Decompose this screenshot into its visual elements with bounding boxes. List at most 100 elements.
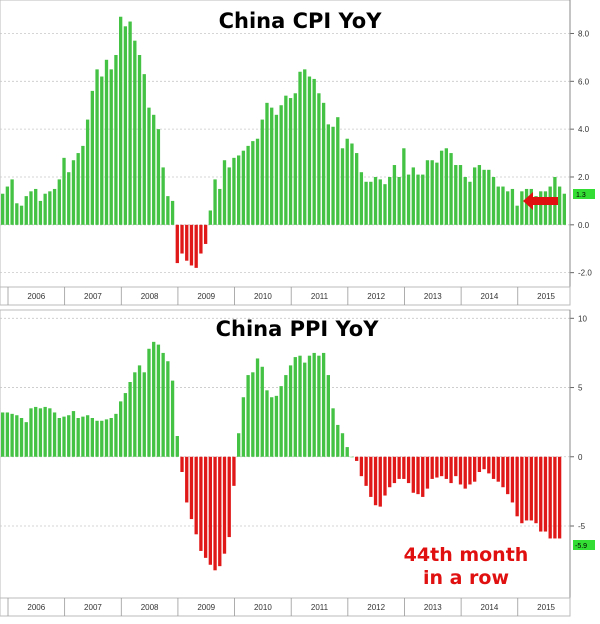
ppi-bar [34,406,38,457]
ppi-bar [557,456,562,539]
cpi-bar [524,188,529,225]
ppi-bar [364,456,368,486]
cpi-bar [321,102,326,225]
cpi-bar [449,153,453,225]
ppi-bar [336,424,340,457]
ppi-bar [38,408,43,457]
ppi-bar [435,456,439,478]
ppi-bar [180,456,184,472]
cpi-bar [10,179,14,225]
cpi-bar [166,196,170,225]
cpi-bar [29,191,33,225]
cpi-bar [227,167,231,225]
cpi-year-label: 2013 [424,292,442,301]
ppi-bar [496,456,500,482]
ppi-bar [312,352,316,457]
ppi-bar [147,348,151,457]
ppi-bar [170,380,175,457]
cpi-bar [123,26,128,225]
ppi-year-label: 2013 [424,603,442,612]
ppi-y-tick-label: -5 [578,522,586,531]
ppi-bar [208,456,212,565]
ppi-y-tick-label: 5 [578,384,583,393]
ppi-bar [411,456,415,493]
cpi-bar [543,191,548,225]
ppi-bar [137,365,142,457]
ppi-bar [29,408,33,457]
ppi-bar [227,456,231,538]
red-arrow-icon [523,192,558,210]
ppi-bar [520,456,524,524]
cpi-bar [501,186,505,225]
ppi-bar [477,456,482,472]
cpi-year-label: 2009 [197,292,215,301]
cpi-bar [430,160,434,225]
ppi-bar [109,418,113,457]
ppi-bar [114,413,118,457]
cpi-bar [473,167,477,225]
ppi-bar [383,456,387,496]
ppi-bar [491,456,496,479]
ppi-year-label: 2011 [311,603,329,612]
cpi-bar [237,155,241,225]
cpi-bar [161,167,165,225]
ppi-year-label: 2006 [27,603,45,612]
cpi-bar [359,172,364,225]
ppi-bar [95,420,99,457]
ppi-bar [24,422,28,457]
cpi-bar [468,181,472,225]
cpi-bar [76,153,80,225]
ppi-bar [218,456,222,567]
ppi-bar [543,456,548,532]
ppi-bar [317,355,321,457]
ppi-bar [553,456,557,539]
ppi-bar [284,375,288,457]
cpi-bar [100,76,104,225]
cpi-bar [133,40,137,225]
ppi-bar [123,393,128,457]
cpi-x-axis: 2006 2007 2008 2009 2010 2011 2012 2013 2014 2015 [0,286,571,306]
ppi-bar [142,372,146,457]
ppi-bar [449,456,453,484]
cpi-bar [534,196,538,225]
ppi-bar [298,355,302,457]
ppi-bar [321,352,326,457]
ppi-bar [194,456,198,535]
cpi-bar [5,186,10,225]
ppi-year-label: 2015 [537,603,555,612]
cpi-last-value-badge: 1.3 [573,189,595,199]
cpi-bar [279,105,283,225]
cpi-bar [147,107,151,225]
cpi-bar [458,165,463,225]
ppi-bar [175,436,179,457]
cpi-bar [355,153,359,225]
cpi-bar [43,193,47,225]
cpi-bar [406,174,411,225]
ppi-bar [199,456,203,551]
ppi-bar [166,361,170,457]
cpi-bar [487,169,491,225]
ppi-bar [501,456,505,488]
ppi-bar [392,456,397,484]
ppi-bar [260,366,264,457]
cpi-bar [137,55,142,225]
cpi-bar [67,172,71,225]
cpi-bar [95,69,99,225]
cpi-x-axis-band [0,286,571,306]
cpi-bar [24,196,28,225]
cpi-bar [298,71,302,225]
ppi-bar [359,456,364,477]
cpi-y-tick-label: 8.0 [578,29,590,38]
cpi-bar [392,165,397,225]
cpi-bar [444,148,448,225]
ppi-bar [57,418,61,457]
cpi-bar [170,200,175,225]
cpi-bar [270,107,274,225]
cpi-bar [175,224,179,264]
ppi-y-axis: -5 0 5 10 [569,310,587,598]
ppi-bar [246,375,250,457]
ppi-bar [463,456,467,489]
cpi-bar [104,59,109,225]
